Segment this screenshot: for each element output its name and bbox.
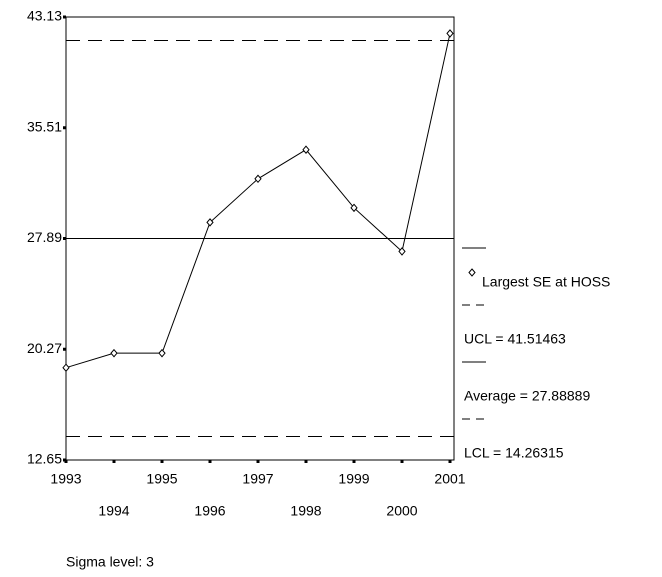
data-point [206,218,214,227]
x-tick [160,460,164,463]
x-tick-label: 2001 [434,471,465,487]
legend-label: UCL = 41.51463 [464,331,566,347]
y-tick [63,15,66,19]
x-tick [400,460,404,463]
x-tick [352,460,356,463]
data-point [158,348,166,358]
x-tick-label: 1993 [50,471,81,487]
x-tick-label: 1996 [194,503,225,519]
data-point [446,29,454,38]
series-line [65,33,451,369]
legend-marker [468,268,476,277]
x-tick [208,460,212,463]
data-point [350,203,358,213]
x-tick-label: 1997 [242,471,273,487]
data-point [254,174,262,184]
legend-label: Largest SE at HOSS [482,274,610,290]
x-tick-label: 1995 [146,471,177,487]
y-tick-label: 12.65 [27,451,62,467]
y-tick-label: 43.13 [27,8,62,24]
data-point [62,363,70,372]
legend-label: Average = 27.88889 [464,388,590,404]
data-point [302,145,310,154]
data-point [110,348,118,358]
x-tick [448,460,452,463]
legend-label: LCL = 14.26315 [464,445,564,461]
sigma-note: Sigma level: 3 [66,554,154,570]
y-tick [63,126,66,130]
x-tick [64,460,68,463]
y-tick-label: 35.51 [27,118,62,134]
x-tick-label: 2000 [386,503,417,519]
x-tick-label: 1998 [290,503,321,519]
x-tick [112,460,116,463]
x-tick [304,460,308,463]
data-point [398,247,406,256]
y-tick [63,237,66,240]
y-tick [63,347,66,351]
x-tick-label: 1999 [338,471,369,487]
y-tick-label: 27.89 [27,229,62,245]
x-tick-label: 1994 [98,503,129,519]
y-tick-label: 20.27 [27,340,62,356]
x-tick [256,460,260,463]
